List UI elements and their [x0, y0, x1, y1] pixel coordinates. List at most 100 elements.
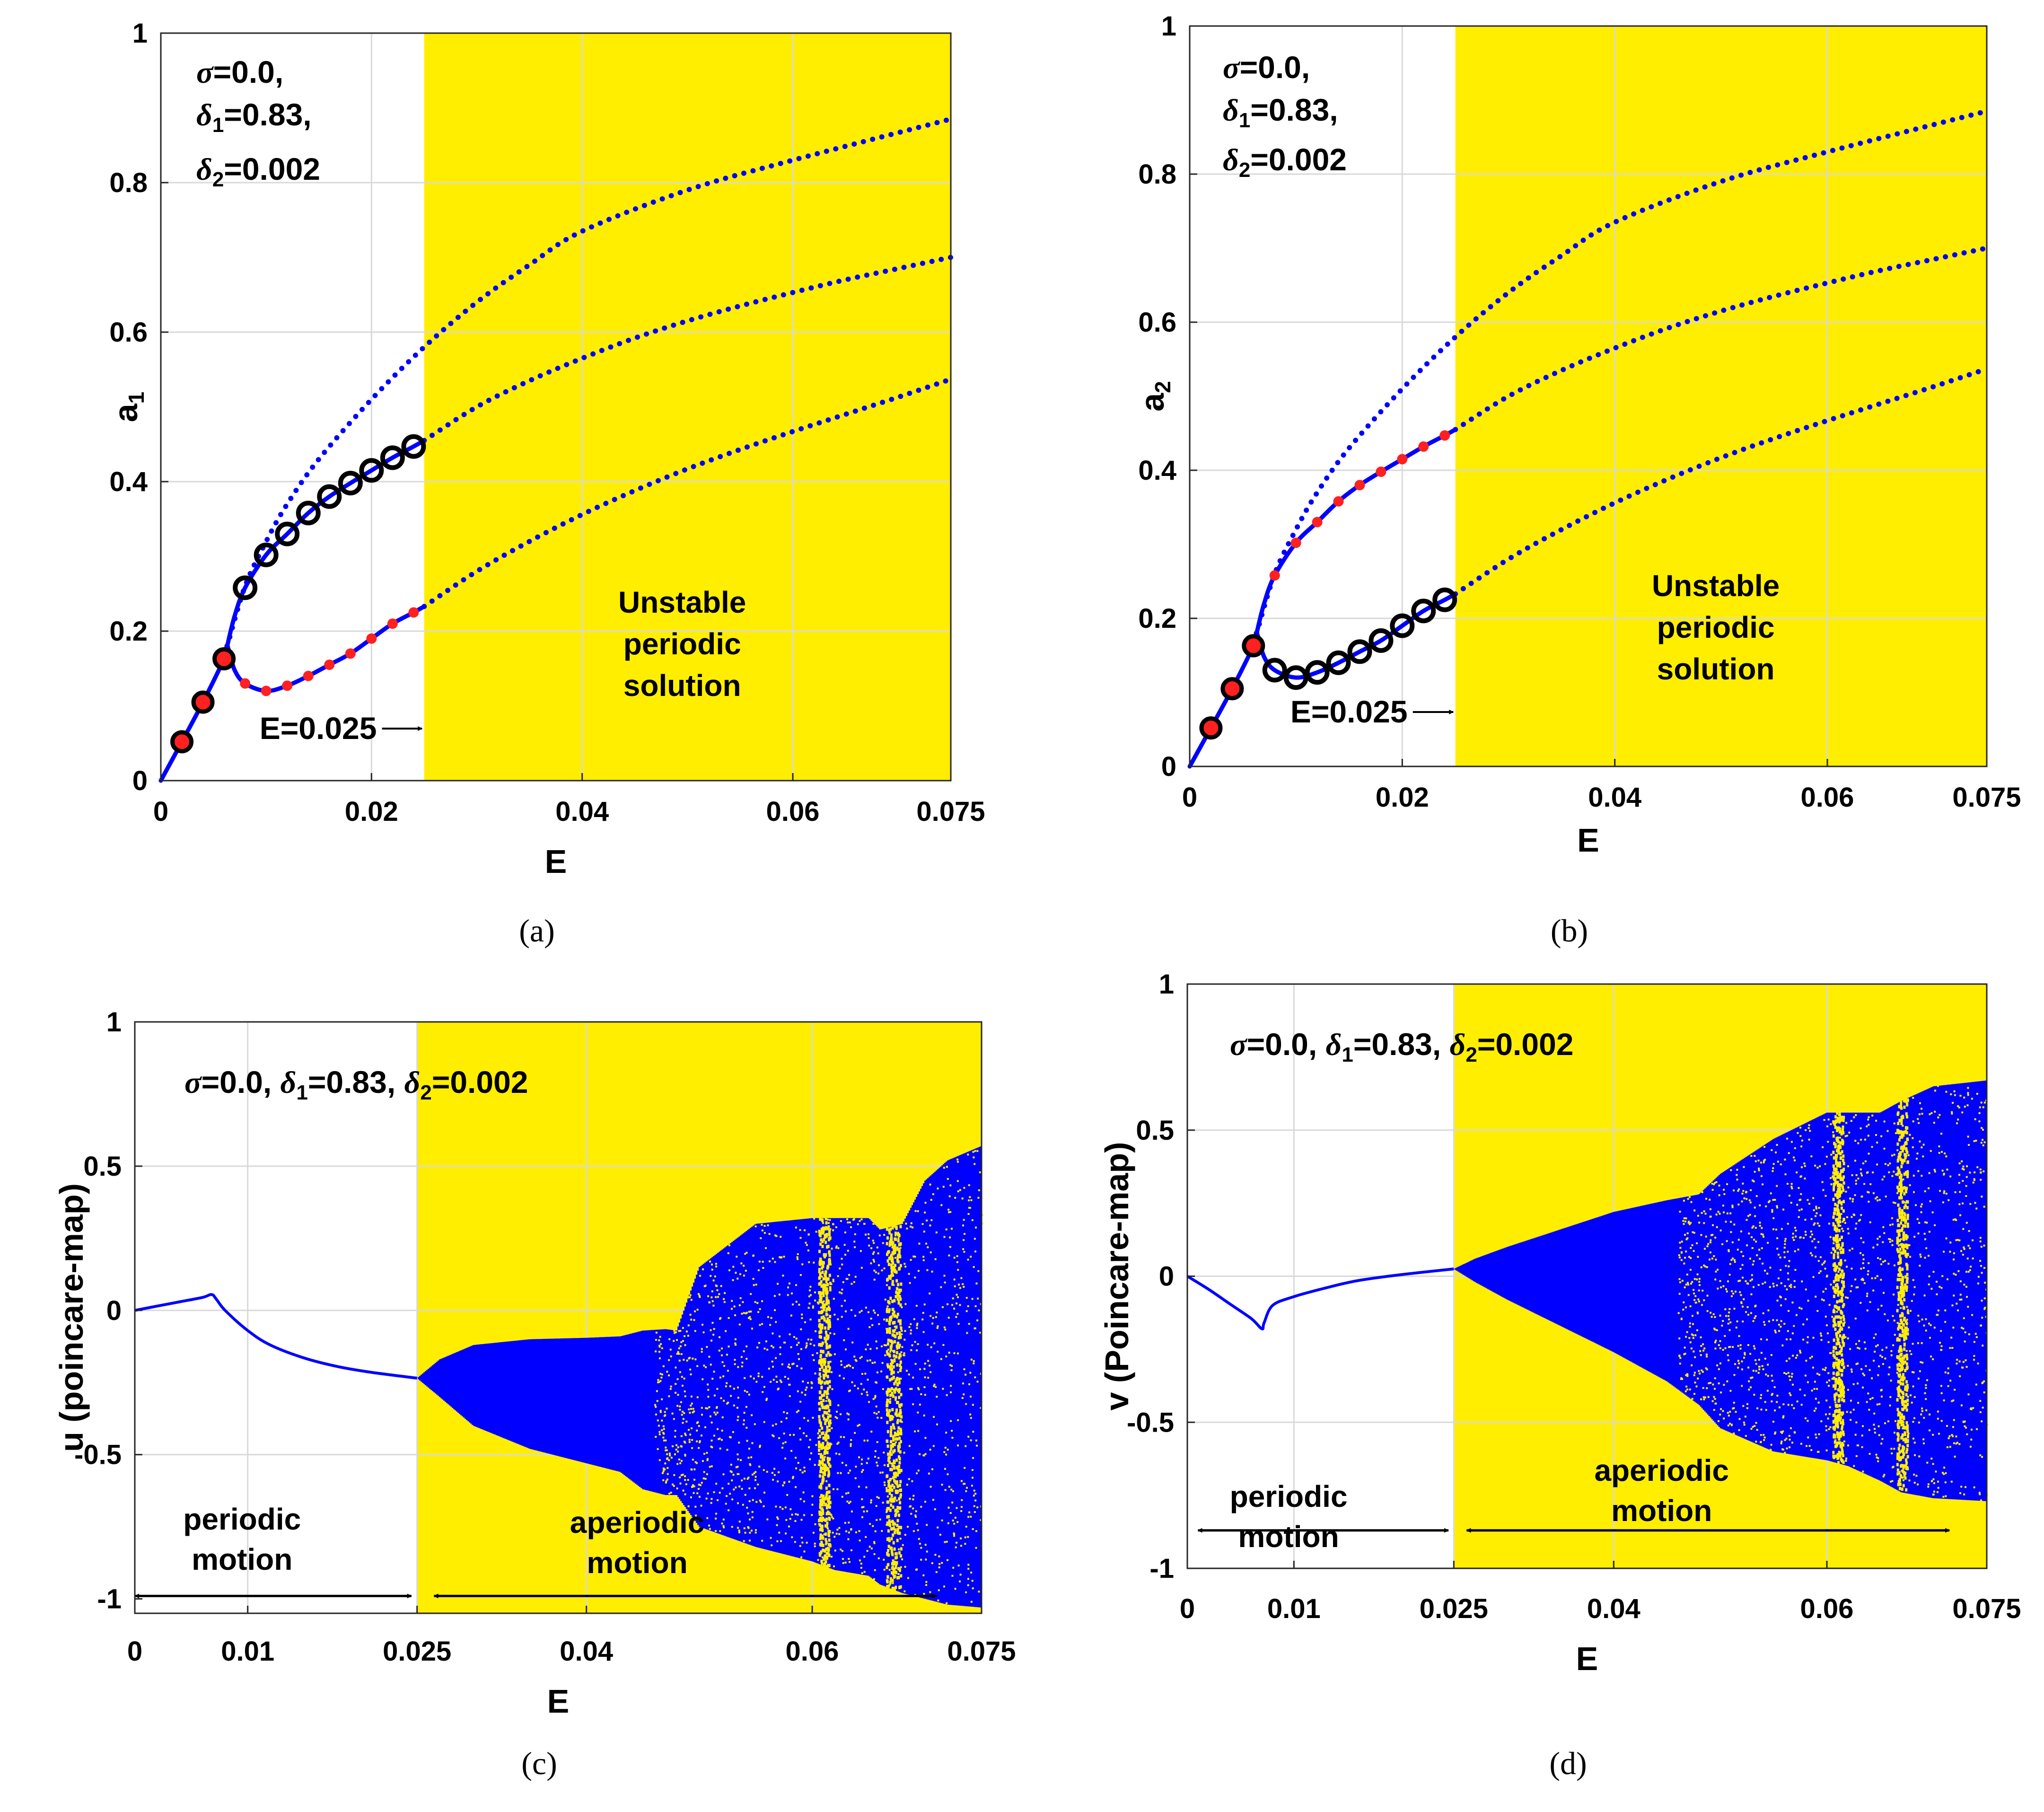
- panel-caption: (b): [1551, 913, 1588, 949]
- data-point: [1432, 587, 1457, 612]
- data-point: [1354, 480, 1365, 491]
- y-tick-label: 1: [106, 1007, 122, 1038]
- data-point: [1283, 665, 1308, 690]
- x-tick-label: 0.025: [1420, 1593, 1488, 1624]
- y-tick-label: -0.5: [1127, 1407, 1174, 1438]
- data-point: [1326, 650, 1351, 675]
- aperiodic-motion-label: aperiodic: [570, 1505, 705, 1539]
- y-tick-label: 1: [132, 18, 148, 49]
- data-point: [303, 670, 314, 681]
- x-tick-label: 0.06: [1800, 1593, 1854, 1624]
- params-c: σ=0.0, δ1=0.83, δ2=0.002: [184, 1064, 528, 1104]
- data-point: [1376, 466, 1386, 477]
- threshold-annotation: E=0.025: [260, 711, 377, 746]
- plot-frame: [160, 32, 952, 782]
- x-tick-label: 0.01: [1267, 1593, 1321, 1624]
- plot-frame: [1189, 25, 1988, 767]
- threshold-annotation: E=0.025: [1290, 694, 1408, 729]
- data-point: [1312, 517, 1323, 528]
- band-window: [818, 1216, 832, 1568]
- data-point: [212, 647, 236, 670]
- series-line: [421, 255, 954, 443]
- y-tick-label: -1: [1149, 1553, 1174, 1584]
- series-line: [225, 438, 427, 649]
- x-tick-label: 0.075: [947, 1636, 1016, 1667]
- x-tick-label: 0.075: [1952, 1593, 2021, 1624]
- y-tick-label: 0.6: [109, 317, 148, 348]
- data-point: [1390, 613, 1415, 638]
- periodic-curve: [1186, 1267, 1454, 1330]
- y-axis-label: a1: [107, 392, 149, 422]
- band-window: [1896, 1098, 1909, 1492]
- y-axis-label: a2: [1134, 381, 1175, 412]
- data-point: [1439, 430, 1450, 441]
- y-tick-label: 0.5: [1136, 1115, 1174, 1146]
- params-a-line3: δ2=0.002: [196, 151, 320, 191]
- data-point: [1199, 716, 1223, 740]
- data-point: [324, 660, 335, 670]
- data-point: [170, 730, 194, 754]
- periodic-motion-label: motion: [1238, 1520, 1339, 1554]
- params-a-line2: δ1=0.83,: [196, 97, 312, 137]
- x-axis-label: E: [545, 843, 567, 880]
- y-tick-label: 0: [1161, 751, 1176, 782]
- y-tick-label: 0.4: [109, 466, 148, 497]
- data-point: [1411, 598, 1436, 624]
- plot-frame: [134, 1021, 983, 1614]
- x-tick-label: 0.01: [221, 1636, 274, 1667]
- x-axis-label: E: [1576, 1640, 1598, 1677]
- data-point: [1262, 658, 1287, 683]
- aperiodic-motion-label: motion: [1611, 1494, 1712, 1528]
- x-tick-label: 0.02: [345, 796, 398, 827]
- aperiodic-motion-label: aperiodic: [1594, 1453, 1729, 1487]
- y-axis-label: u (poincare-map): [53, 1183, 90, 1452]
- aperiodic-motion-label: motion: [587, 1546, 687, 1580]
- x-tick-label: 0.075: [1952, 782, 2021, 813]
- y-tick-label: 1: [1159, 969, 1174, 1000]
- data-point: [359, 458, 384, 483]
- data-point: [366, 633, 377, 644]
- params-b-line1: σ=0.0,: [1223, 50, 1310, 85]
- panel-caption: (d): [1549, 1745, 1587, 1781]
- data-point: [408, 607, 419, 618]
- data-point: [1220, 677, 1244, 701]
- region-label: Unstable: [618, 585, 746, 619]
- data-point: [282, 680, 293, 691]
- panel-caption: (c): [521, 1745, 557, 1781]
- data-point: [380, 445, 405, 470]
- periodic-motion-label: motion: [192, 1542, 292, 1576]
- y-tick-label: 0.2: [109, 616, 148, 647]
- data-point: [345, 648, 356, 659]
- aperiodic-band: [418, 1146, 983, 1608]
- data-point: [387, 618, 398, 629]
- series-line: [421, 377, 954, 609]
- x-tick-label: 0: [1180, 1593, 1195, 1624]
- panel-d: periodic motion aperiodic motion 0 0.01 0.025 0…: [1098, 969, 2021, 1781]
- x-tick-label: 0.04: [1588, 782, 1641, 813]
- series-line: [1453, 366, 1990, 597]
- y-tick-label: 0: [106, 1295, 122, 1326]
- data-point: [338, 471, 363, 496]
- panel-c: periodic motion aperiodic motion 0 0.01 0.025 0…: [53, 1007, 1016, 1781]
- band-fill: [418, 1146, 982, 1608]
- x-axis-label: E: [547, 1683, 570, 1720]
- y-tick-label: 1: [1161, 11, 1176, 42]
- params-b-line3: δ2=0.002: [1223, 142, 1347, 182]
- y-tick-label: -1: [97, 1584, 122, 1615]
- band-window: [886, 1225, 903, 1591]
- region-label: Unstable: [1652, 569, 1780, 603]
- data-point: [1269, 570, 1280, 581]
- x-tick-label: 0.06: [766, 796, 820, 827]
- params-a-line1: σ=0.0,: [196, 54, 283, 90]
- data-point: [401, 434, 426, 459]
- region-label: solution: [623, 669, 741, 703]
- data-point: [191, 690, 215, 714]
- panel-caption: (a): [519, 913, 554, 949]
- x-axis-label: E: [1577, 822, 1599, 859]
- data-point: [1347, 639, 1372, 664]
- x-tick-label: 0: [153, 796, 168, 827]
- region-label: periodic: [623, 627, 741, 661]
- x-tick-label: 0.06: [1801, 782, 1854, 813]
- band-window: [1832, 1111, 1845, 1465]
